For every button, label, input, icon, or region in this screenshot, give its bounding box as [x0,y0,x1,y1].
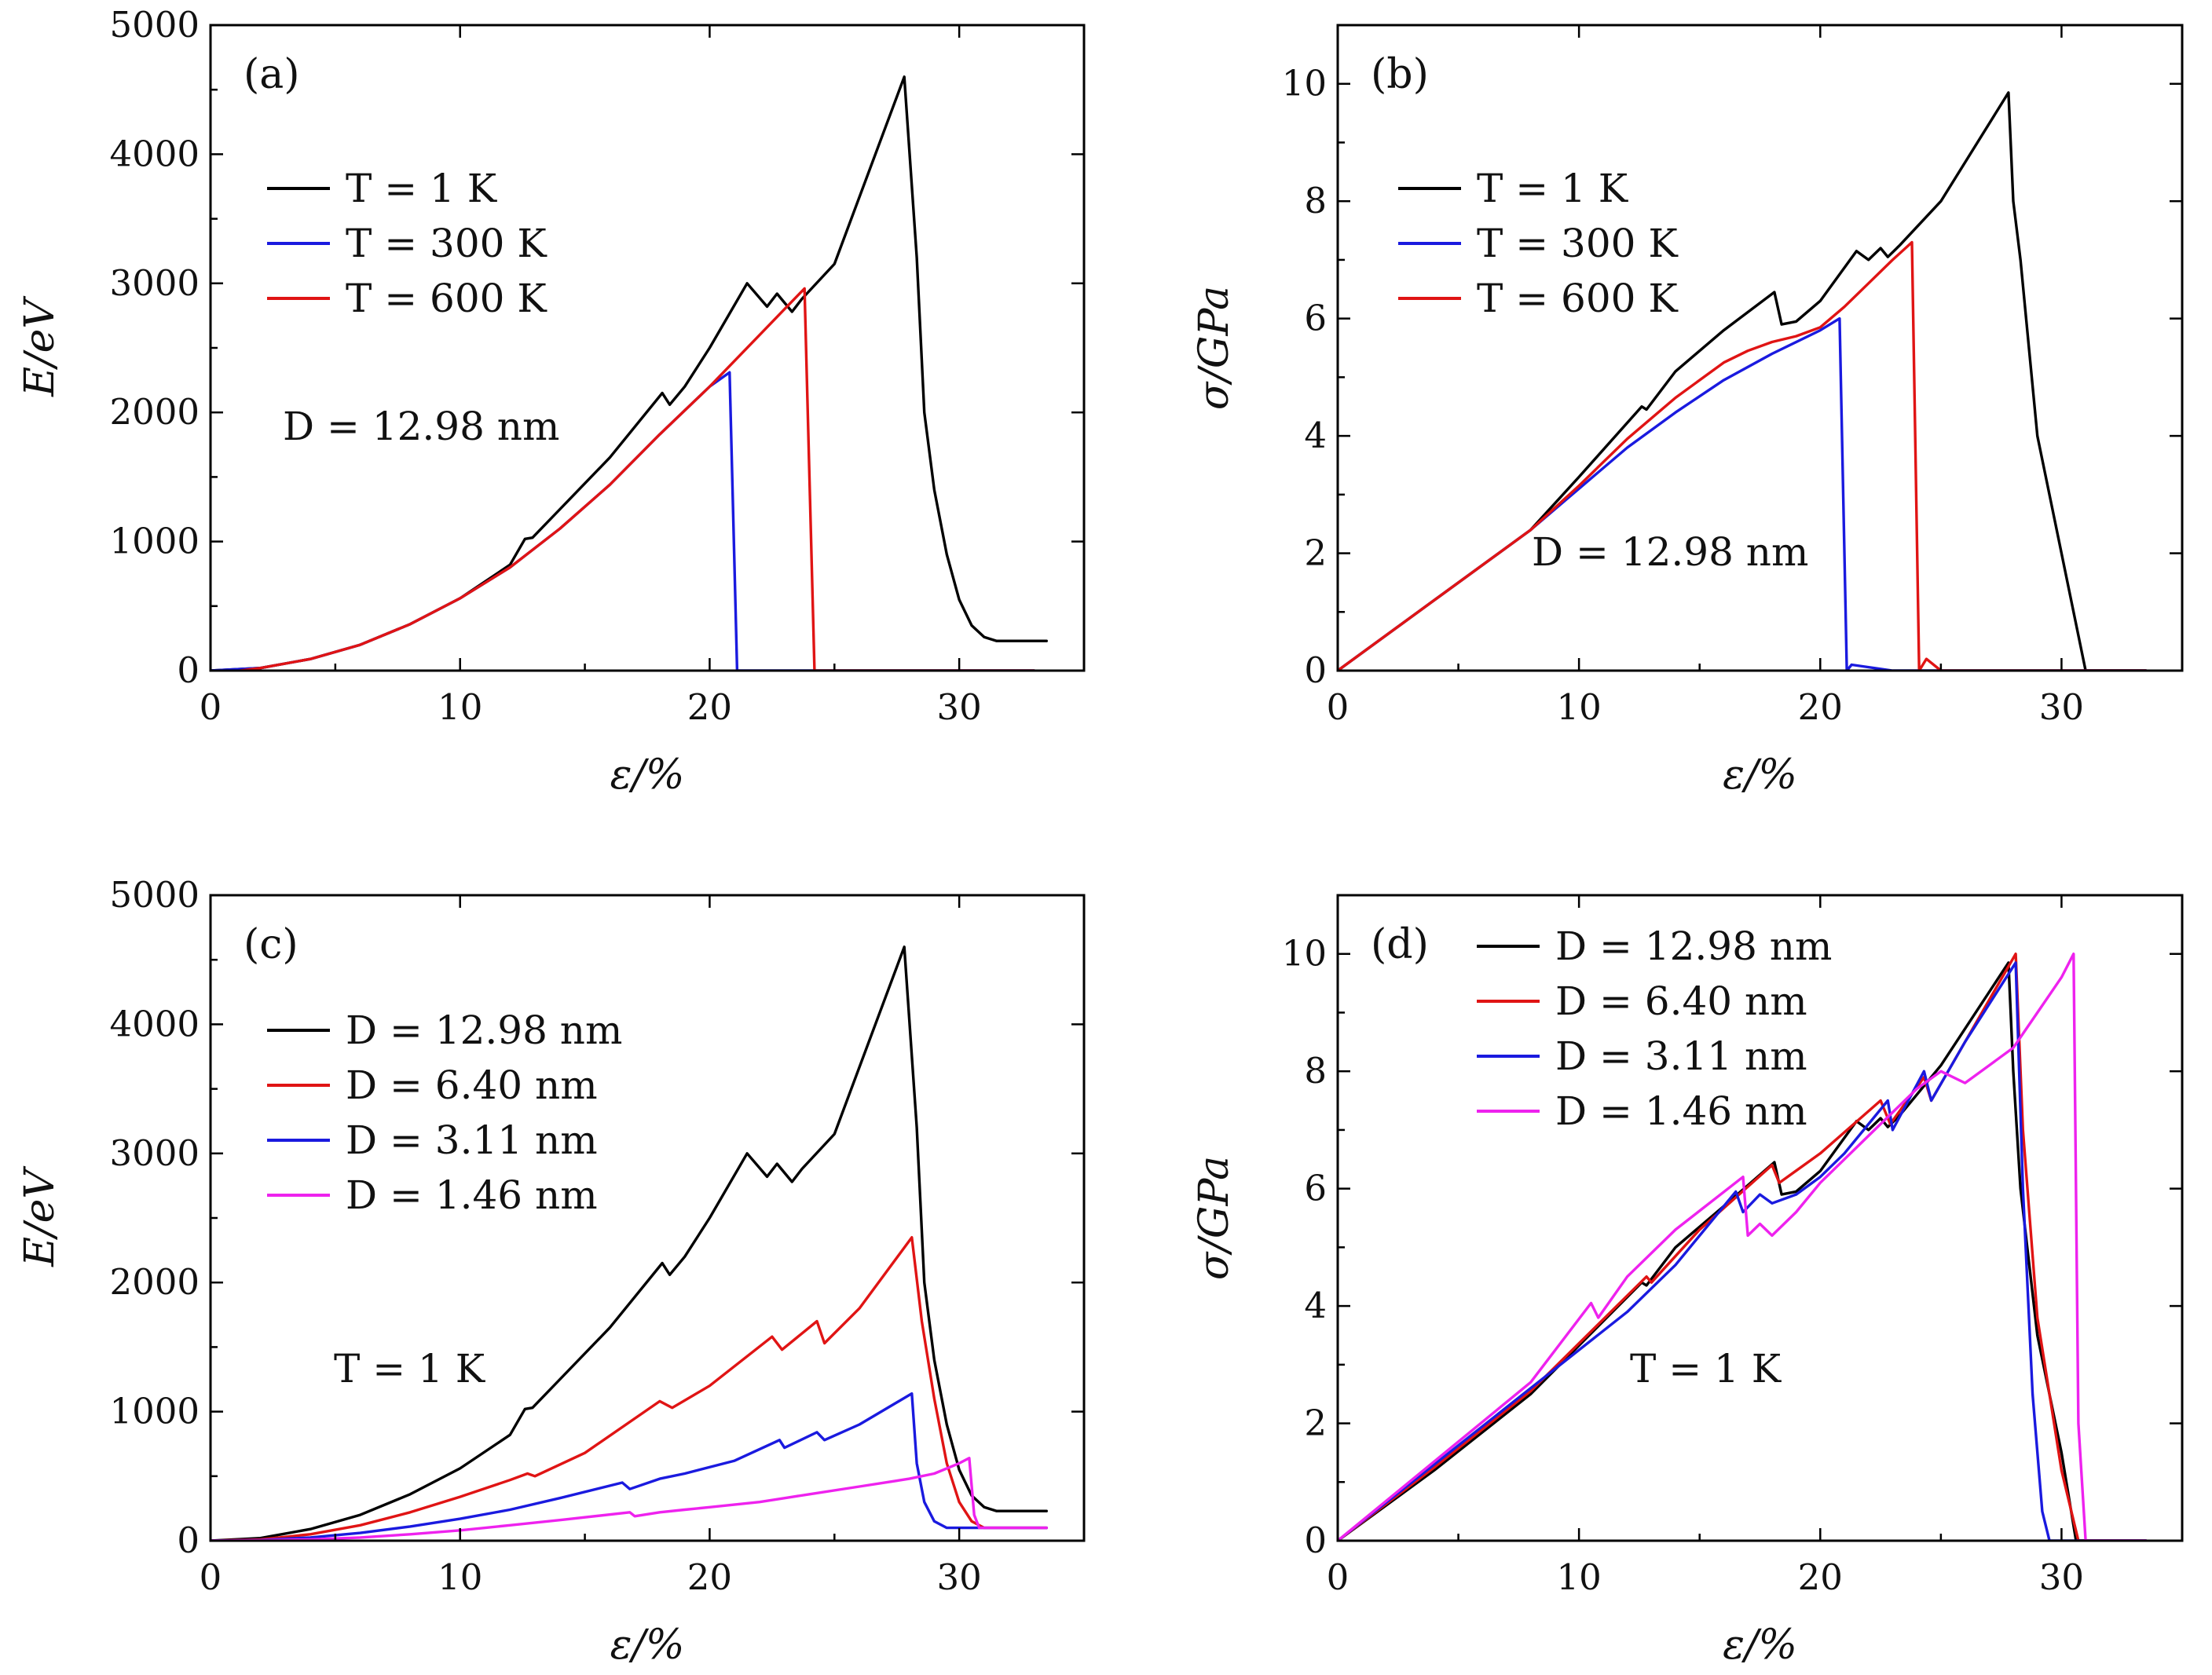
y-tick-label: 2 [1304,532,1327,574]
x-tick-label: 30 [937,1556,982,1598]
axis-frame-d [1336,894,2184,1542]
y-axis-label: E/eV [16,1166,64,1267]
annotation-text: D = 12.98 nm [1532,529,1808,575]
y-tick-label: 4000 [109,133,200,174]
y-tick-label: 5000 [109,4,200,46]
y-tick-label: 1000 [109,1391,200,1432]
x-tick-label: 30 [937,686,982,728]
series-line-b-1 [1338,316,2148,671]
annotation-text: T = 1 K [334,1346,486,1392]
series-line-c-0 [211,945,1048,1541]
y-tick-label: 1000 [109,521,200,562]
legend-entry: D = 1.46 nm [346,1172,598,1218]
legend-entry: D = 6.40 nm [1555,978,1807,1024]
series-line-d-3 [1338,953,2148,1541]
x-axis-label: ε/% [610,752,685,799]
legend-entry: T = 300 K [1477,221,1679,266]
y-axis-label: E/eV [16,296,64,397]
axis-frame-b [1336,24,2184,672]
y-tick-label: 0 [177,649,200,691]
panel-label: (c) [244,921,298,968]
legend-entry: T = 300 K [346,221,548,266]
series-line-c-2 [211,1392,1048,1541]
x-tick-label: 10 [1557,686,1602,728]
panel-label: (d) [1371,921,1429,968]
y-tick-label: 4000 [109,1003,200,1044]
y-tick-label: 10 [1282,933,1327,975]
y-tick-label: 2000 [109,1261,200,1303]
y-tick-label: 4 [1304,415,1327,456]
x-tick-label: 10 [1557,1556,1602,1598]
y-axis-label: σ/GPa [1191,286,1238,410]
series-line-a-2 [229,287,1036,671]
y-tick-label: 8 [1304,180,1327,221]
x-tick-label: 0 [1327,1556,1350,1598]
x-tick-label: 20 [687,1556,732,1598]
legend-entry: D = 12.98 nm [346,1008,622,1053]
series-line-c-1 [211,1236,1048,1541]
x-tick-label: 20 [687,686,732,728]
legend-entry: T = 1 K [346,166,498,211]
panel-a: 0 10 20 30 0 1000 2000 3000 4000 5000 ε/% E/eV (a) T … [16,4,1086,799]
x-tick-label: 30 [2039,1556,2084,1598]
annotation-text: D = 12.98 nm [283,404,559,449]
legend-entry: D = 3.11 nm [1555,1033,1807,1079]
legend-entry: D = 12.98 nm [1555,923,1832,969]
legend-entry: T = 600 K [1477,276,1679,321]
y-tick-label: 10 [1282,63,1327,104]
y-tick-label: 0 [177,1520,200,1561]
y-tick-label: 0 [1304,649,1327,691]
x-tick-label: 0 [200,1556,222,1598]
y-tick-label: 5000 [109,874,200,916]
series-line-c-3 [211,1457,1048,1541]
series-line-a-0 [211,75,1048,671]
x-tick-label: 20 [1798,686,1843,728]
x-tick-label: 10 [438,1556,482,1598]
legend-entry: T = 600 K [346,276,548,321]
x-axis-label: ε/% [1723,752,1797,799]
panel-d: 0 10 20 30 0 2 4 6 8 10 ε/% σ/GPa (d) D = 12.98 nm D =… [1191,894,2184,1669]
x-axis-label: ε/% [610,1622,685,1669]
legend-entry: T = 1 K [1477,166,1629,211]
panel-c: 0 10 20 30 0 1000 2000 3000 4000 5000 ε/% E/eV (c) D … [16,874,1086,1669]
x-tick-label: 10 [438,686,482,728]
panel-label: (a) [244,51,300,98]
y-tick-label: 6 [1304,298,1327,339]
y-tick-label: 6 [1304,1168,1327,1209]
x-axis-label: ε/% [1723,1622,1797,1669]
x-tick-label: 0 [1327,686,1350,728]
x-tick-label: 20 [1798,1556,1843,1598]
y-axis-label: σ/GPa [1191,1156,1238,1280]
y-tick-label: 2 [1304,1403,1327,1444]
annotation-text: T = 1 K [1630,1346,1782,1392]
y-tick-label: 3000 [109,262,200,304]
y-tick-label: 0 [1304,1520,1327,1561]
y-tick-label: 2000 [109,391,200,433]
panel-b: 0 10 20 30 0 2 4 6 8 10 ε/% σ/GPa (b) T = 1 K T = 300 … [1191,24,2184,799]
legend-entry: D = 3.11 nm [346,1117,598,1163]
panel-label: (b) [1371,51,1429,98]
y-tick-label: 4 [1304,1285,1327,1326]
legend-entry: D = 1.46 nm [1555,1088,1807,1134]
series-line-d-1 [1338,953,2148,1541]
series-line-b-0 [1338,91,2148,671]
series-line-b-2 [1338,240,2148,671]
x-tick-label: 30 [2039,686,2084,728]
legend-entry: D = 6.40 nm [346,1062,598,1108]
series-line-d-2 [1338,961,2148,1541]
x-tick-label: 0 [200,686,222,728]
y-tick-label: 8 [1304,1050,1327,1092]
series-line-d-0 [1338,961,2148,1541]
y-tick-label: 3000 [109,1132,200,1174]
